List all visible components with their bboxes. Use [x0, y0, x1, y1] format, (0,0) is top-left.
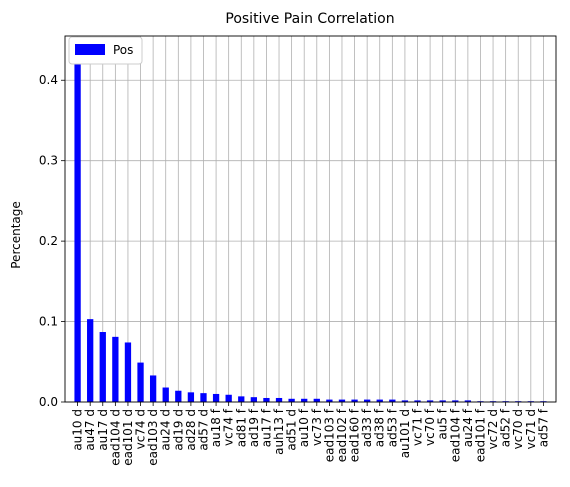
bar: [225, 394, 232, 402]
x-tick-label: au18 f: [209, 408, 223, 447]
bar: [313, 398, 320, 402]
x-tick-label: au10 f: [297, 408, 311, 447]
x-tick-label: ead103 d: [146, 409, 160, 466]
x-tick-label: au47 d: [83, 409, 97, 451]
bar: [288, 398, 295, 402]
bar: [200, 393, 207, 402]
bar: [124, 342, 132, 402]
bar: [351, 399, 358, 402]
x-tick-label: vc74 d: [134, 409, 148, 449]
x-tick-label: vc74 f: [222, 408, 236, 446]
legend-swatch: [75, 44, 105, 55]
x-tick-label: vc71 f: [411, 408, 425, 446]
x-tick-label: au101 d: [398, 409, 412, 458]
bar: [389, 399, 396, 402]
y-tick-label: 0.3: [39, 154, 58, 168]
x-tick-label: au5 f: [436, 408, 450, 439]
bar: [263, 397, 270, 402]
x-tick-label: ad19 d: [171, 409, 185, 451]
bar: [99, 332, 106, 402]
legend-frame: [68, 36, 143, 65]
x-tick-label: ad52 f: [499, 408, 513, 447]
x-tick-label: vc70 d: [511, 409, 525, 449]
bar: [439, 400, 446, 402]
bar: [162, 387, 169, 402]
grid-lines: [65, 36, 556, 403]
y-tick-label: 0.2: [39, 234, 58, 248]
legend-label: Pos: [113, 43, 133, 57]
x-tick-label: vc73 f: [310, 408, 324, 446]
bar: [149, 375, 157, 402]
plot-frame: [64, 35, 557, 403]
x-tick-label: ead102 f: [335, 408, 349, 462]
x-tick-label: ad28 d: [184, 409, 198, 451]
x-tick-label: ead104 d: [108, 409, 122, 466]
chart-title: Positive Pain Correlation: [225, 11, 394, 27]
x-tick-label: ad38 f: [373, 408, 387, 447]
bar: [376, 399, 383, 402]
x-tick-label: au17 f: [259, 408, 273, 447]
legend: Pos: [68, 36, 143, 65]
x-tick-label: vc70 f: [423, 408, 437, 446]
bar: [414, 400, 421, 402]
bar: [301, 398, 308, 402]
x-tick-label: ad81 f: [234, 408, 248, 447]
bar: [212, 393, 220, 402]
bar: [426, 400, 434, 402]
bar: [275, 397, 283, 402]
bar: [175, 390, 182, 402]
y-tick-label: 0.4: [39, 73, 58, 87]
bar: [87, 319, 94, 402]
x-tick-label: au24 d: [159, 409, 173, 451]
y-tick-label: 0.1: [39, 315, 58, 329]
bar: [137, 362, 144, 402]
x-tick-label: au10 d: [71, 409, 85, 451]
bar: [326, 399, 333, 402]
y-axis-label: Percentage: [9, 201, 23, 269]
bar: [238, 396, 245, 402]
bars: [74, 54, 547, 402]
bar: [452, 400, 459, 402]
bar: [74, 54, 81, 402]
bar: [250, 397, 257, 402]
x-tick-label: au24 f: [461, 408, 475, 447]
x-tick-label: au17 d: [96, 409, 110, 451]
x-tick-label: vc72 d: [486, 409, 500, 449]
x-tick-label: ead104 f: [448, 408, 462, 462]
bar: [187, 392, 195, 402]
x-tick-label: vc71 d: [524, 409, 538, 449]
bar: [364, 399, 371, 402]
x-tick-label: ad57 d: [196, 409, 210, 451]
x-tick-label: ead101 d: [121, 409, 135, 466]
x-tick-label: ad57 f: [536, 408, 550, 447]
y-tick-label: 0.0: [39, 395, 58, 409]
x-tick-label: ad33 f: [360, 408, 374, 447]
bar: [464, 400, 472, 402]
x-tick-label: ead101 f: [473, 408, 487, 462]
x-tick-label: ead103 f: [322, 408, 336, 462]
bar: [112, 336, 119, 402]
x-tick-label: auh13 f: [272, 408, 286, 455]
bar: [338, 399, 346, 402]
x-tick-label: ad19 f: [247, 408, 261, 447]
x-tick-label: ad53 f: [385, 408, 399, 447]
x-tick-label: ad51 d: [285, 409, 299, 451]
bar: [401, 400, 409, 402]
x-tick-label: ead160 f: [348, 408, 362, 462]
